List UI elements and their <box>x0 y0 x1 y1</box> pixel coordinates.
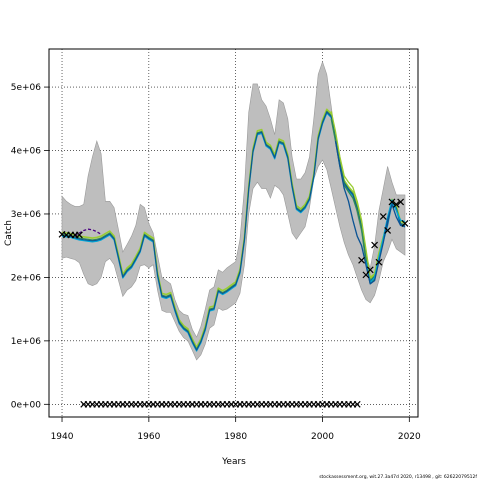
observed-marker <box>384 227 392 234</box>
observed-marker <box>392 201 400 208</box>
observed-marker <box>366 266 374 274</box>
y-tick-label: 5e+06 <box>11 83 42 93</box>
dashed-series-segment <box>74 228 102 237</box>
series-lines-layer <box>61 108 406 352</box>
x-tick-label: 1940 <box>51 432 74 442</box>
y-tick-label: 4e+06 <box>11 147 42 157</box>
y-tick-label: 2e+06 <box>11 273 42 283</box>
observed-marker <box>401 220 409 227</box>
y-tick-label: 3e+06 <box>11 210 42 220</box>
observed-markers-layer <box>58 198 409 408</box>
x-tick-label: 2020 <box>398 432 421 442</box>
plot-frame <box>48 48 419 418</box>
y-tick-label: 1e+06 <box>11 337 42 347</box>
retro-line <box>330 111 384 279</box>
y-tick-label: 0e+00 <box>11 400 42 410</box>
x-axis: 1940 1960 1980 2000 2020 <box>51 417 421 442</box>
observed-marker <box>388 198 396 206</box>
observed-marker <box>371 241 379 249</box>
retro-line <box>334 140 406 285</box>
series-line-main <box>61 111 406 351</box>
footer-credit: stockassessment.org, wit.27.3a47d 2020, … <box>319 474 477 480</box>
x-axis-title: Years <box>221 457 246 467</box>
x-tick-label: 1980 <box>224 432 247 442</box>
x-tick-label: 2000 <box>311 432 334 442</box>
observed-marker <box>379 213 387 220</box>
y-axis-title: Catch <box>4 220 14 246</box>
observed-marker <box>397 198 405 206</box>
observed-marker <box>75 231 83 239</box>
zero-marker <box>353 400 361 408</box>
observed-marker <box>375 258 383 266</box>
y-axis: 0e+00 1e+06 2e+06 3e+06 4e+06 5e+06 <box>11 83 49 410</box>
observed-marker <box>358 256 365 264</box>
x-tick-label: 1960 <box>137 432 160 442</box>
